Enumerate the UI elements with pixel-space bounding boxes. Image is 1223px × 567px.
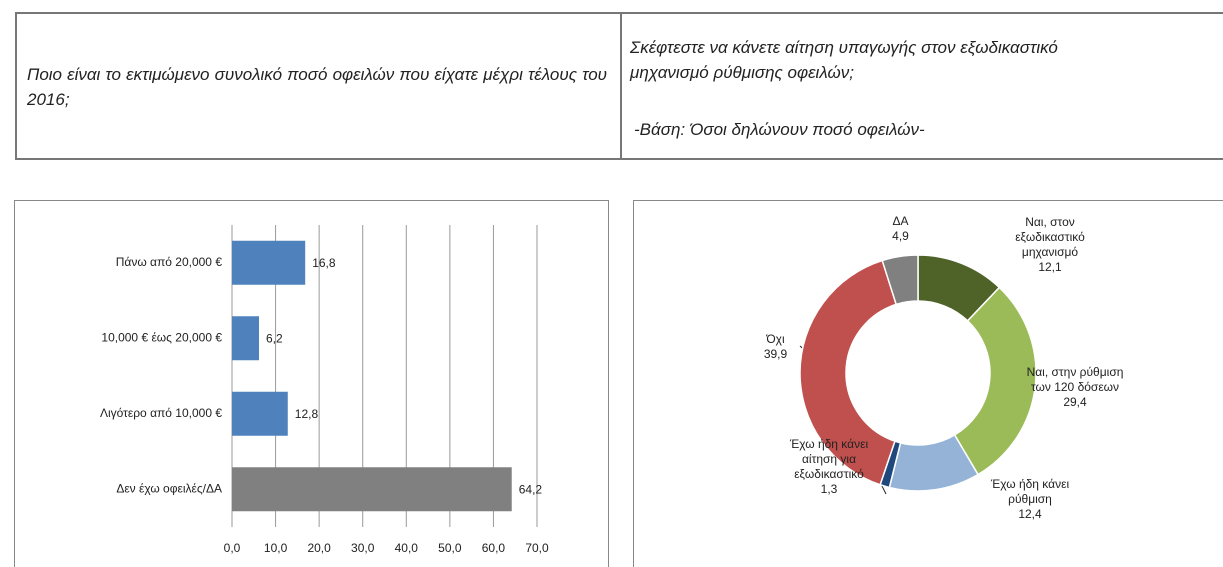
value-label: 64,2 xyxy=(519,482,543,496)
value-label: 16,8 xyxy=(312,256,336,270)
bar xyxy=(232,316,260,361)
x-tick-label: 10,0 xyxy=(264,541,288,555)
bar xyxy=(232,240,306,285)
category-label: Δεν έχω οφειλές/ΔΑ xyxy=(116,481,222,495)
x-tick-label: 50,0 xyxy=(438,541,462,555)
segment-value: 12,1 xyxy=(1038,260,1062,274)
bar xyxy=(232,467,512,512)
category-label: 10,000 € έως 20,000 € xyxy=(101,330,222,344)
donut-segment xyxy=(881,254,919,306)
x-tick-label: 20,0 xyxy=(307,541,331,555)
segment-label: Ναι, στην ρύθμιση των 120 δόσεων xyxy=(1026,365,1124,394)
x-tick-label: 0,0 xyxy=(224,541,241,555)
header-note: -Βάση: Όσοι δηλώνουν ποσό οφειλών- xyxy=(634,120,925,139)
category-label: Πάνω από 20,000 € xyxy=(116,255,223,269)
x-tick-label: 40,0 xyxy=(395,541,419,555)
header-right: Σκέφτεστε να κάνετε αίτηση υπαγωγής στον… xyxy=(630,38,1058,82)
value-label: 12,8 xyxy=(295,407,319,421)
donut-segment xyxy=(953,286,1037,476)
chart-frame xyxy=(14,200,609,567)
segment-value: 29,4 xyxy=(1063,395,1087,409)
bar xyxy=(232,391,288,436)
segment-label: Όχι xyxy=(766,332,785,346)
segment-label: ΔΑ xyxy=(892,214,909,228)
chart-frame xyxy=(633,200,1223,567)
header-cell xyxy=(620,12,1223,160)
value-label: 6,2 xyxy=(266,331,283,345)
segment-value: 4,9 xyxy=(892,229,909,243)
donut-segment xyxy=(799,259,898,486)
segment-value: 1,3 xyxy=(820,482,838,496)
x-tick-label: 70,0 xyxy=(525,541,549,555)
x-tick-label: 60,0 xyxy=(482,541,506,555)
segment-label: Έχω ήδη κάνει αίτηση για εξωδικαστικό xyxy=(789,437,869,481)
segment-value: 39,9 xyxy=(763,347,788,361)
header-left: Ποιο είναι το εκτιμώμενο συνολικό ποσό ο… xyxy=(27,65,607,109)
x-tick-label: 30,0 xyxy=(351,541,375,555)
segment-label: Έχω ήδη κάνει ρύθμιση xyxy=(990,477,1070,506)
category-label: Λιγότερο από 10,000 € xyxy=(100,406,222,420)
segment-label: Ναι, στον εξωδικαστικό μηχανισμό xyxy=(1015,215,1085,259)
segment-value: 12,4 xyxy=(1018,507,1042,521)
